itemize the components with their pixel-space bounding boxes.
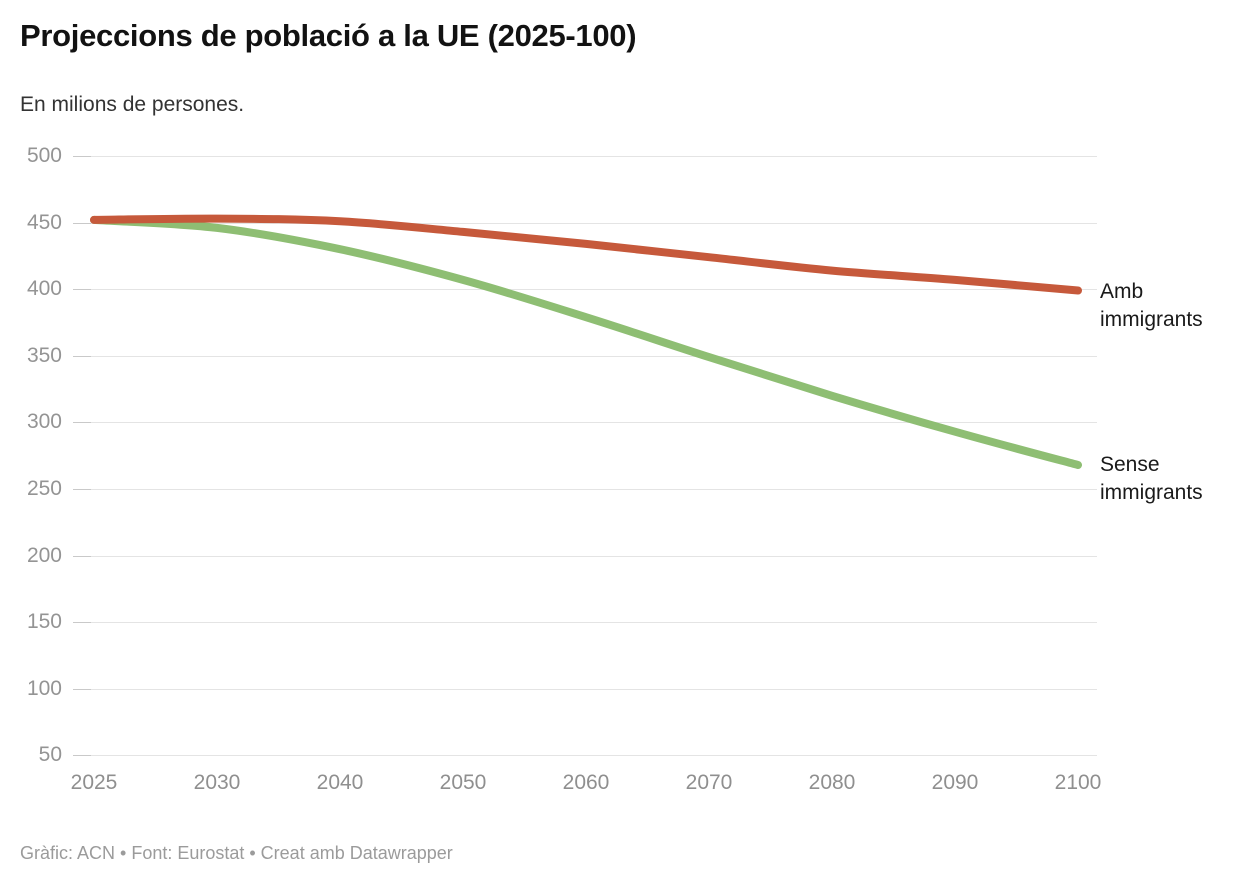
y-tick-label-350: 350 bbox=[26, 343, 62, 367]
y-tick-label-300: 300 bbox=[26, 410, 62, 434]
y-gridline-500 bbox=[73, 156, 1097, 157]
y-gridline-150 bbox=[73, 622, 1097, 624]
y-tick-mark-200 bbox=[73, 555, 91, 557]
x-tick-label-2030: 2030 bbox=[193, 771, 241, 794]
y-tick-mark-350 bbox=[73, 355, 91, 357]
y-gridline-400 bbox=[73, 289, 1097, 291]
x-tick-label-2060: 2060 bbox=[562, 771, 610, 794]
x-tick-label-2080: 2080 bbox=[808, 771, 856, 794]
y-tick-mark-50 bbox=[73, 755, 91, 757]
y-tick-mark-400 bbox=[73, 289, 91, 291]
y-tick-mark-150 bbox=[73, 622, 91, 624]
y-tick-mark-300 bbox=[73, 422, 91, 424]
y-tick-mark-250 bbox=[73, 489, 91, 490]
footer-attribution: Gràfic: ACN • Font: Eurostat • Creat amb… bbox=[20, 843, 453, 863]
y-tick-mark-450 bbox=[73, 222, 91, 224]
x-tick-label-2025: 2025 bbox=[70, 771, 118, 794]
series-line-amb-immigrants[interactable] bbox=[90, 214, 1082, 295]
y-gridline-450 bbox=[73, 222, 1097, 224]
y-tick-label-500: 500 bbox=[26, 144, 62, 167]
x-tick-label-2050: 2050 bbox=[439, 771, 487, 794]
x-tick-label-2040: 2040 bbox=[316, 771, 364, 794]
y-tick-label-150: 150 bbox=[26, 610, 62, 634]
chart-subtitle: En milions de persones. bbox=[20, 93, 245, 116]
y-gridline-200 bbox=[73, 555, 1097, 557]
y-tick-label-400: 400 bbox=[26, 277, 62, 301]
y-tick-label-200: 200 bbox=[26, 543, 62, 567]
y-gridline-50 bbox=[73, 755, 1097, 757]
series-label-sense-immigrants: Sense immigrants bbox=[1100, 453, 1203, 504]
y-tick-label-450: 450 bbox=[26, 210, 62, 234]
y-tick-mark-100 bbox=[73, 688, 91, 690]
x-tick-label-2100: 2100 bbox=[1054, 771, 1102, 794]
y-tick-label-100: 100 bbox=[26, 676, 62, 700]
y-gridline-350 bbox=[73, 355, 1097, 357]
y-gridline-250 bbox=[73, 489, 1097, 490]
y-gridline-100 bbox=[73, 688, 1097, 690]
y-gridline-300 bbox=[73, 422, 1097, 424]
y-tick-mark-500 bbox=[73, 156, 91, 157]
x-tick-label-2090: 2090 bbox=[931, 771, 979, 794]
chart-title: Projeccions de població a la UE (2025-10… bbox=[20, 18, 637, 53]
x-tick-label-2070: 2070 bbox=[685, 771, 733, 794]
y-tick-label-250: 250 bbox=[26, 477, 62, 500]
series-label-amb-immigrants: Amb immigrants bbox=[1100, 280, 1203, 331]
series-line-sense-immigrants[interactable] bbox=[90, 215, 1082, 469]
y-tick-label-50: 50 bbox=[38, 743, 62, 767]
